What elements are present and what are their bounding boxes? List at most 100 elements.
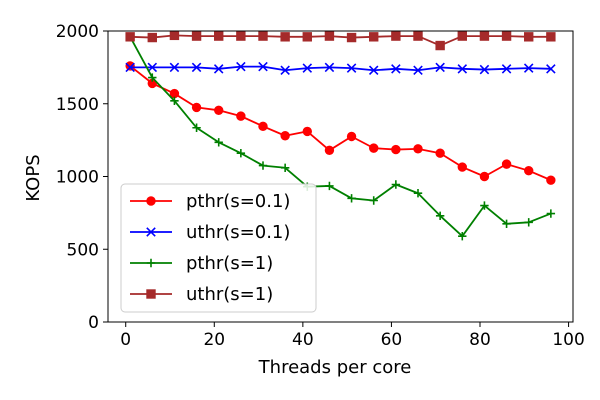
y-tick-label: 1500 — [56, 95, 99, 115]
data-point — [546, 175, 556, 185]
data-point — [501, 31, 512, 41]
data-point — [369, 32, 379, 42]
data-point — [214, 138, 223, 147]
data-point — [169, 30, 180, 41]
x-tick-label: 100 — [552, 330, 584, 350]
data-point — [346, 131, 357, 142]
data-point — [368, 65, 379, 76]
x-tick-label: 0 — [120, 330, 131, 350]
data-point — [435, 62, 445, 73]
y-tick-label: 0 — [88, 313, 99, 333]
data-point — [391, 31, 401, 41]
data-point — [236, 149, 246, 158]
data-point — [214, 105, 224, 115]
data-point — [280, 65, 290, 76]
legend-box — [120, 183, 317, 313]
legend-marker — [146, 196, 156, 206]
data-point — [125, 61, 135, 71]
legend-item: pthr(s=1) — [130, 253, 273, 274]
data-point — [346, 63, 357, 73]
data-point — [413, 189, 423, 198]
series-line — [129, 36, 552, 238]
y-tick-label: 2000 — [56, 22, 99, 42]
data-point — [258, 31, 268, 41]
data-point — [457, 31, 467, 41]
legend-label: pthr(s=1) — [186, 253, 273, 274]
data-point — [524, 218, 533, 227]
data-point — [325, 181, 334, 191]
data-point — [258, 121, 268, 132]
x-tick-label: 20 — [203, 330, 225, 350]
series-0 — [125, 61, 556, 185]
data-point — [302, 63, 313, 73]
data-point — [280, 32, 290, 42]
data-point — [413, 31, 423, 41]
data-point — [324, 62, 335, 73]
data-point — [147, 62, 158, 73]
data-point — [435, 40, 445, 51]
data-point — [524, 32, 534, 42]
data-point — [191, 31, 202, 41]
x-axis-label: Threads per core — [258, 357, 412, 378]
data-point — [258, 61, 268, 72]
data-point — [479, 64, 490, 75]
data-point — [346, 32, 357, 43]
data-point — [192, 123, 201, 132]
legend-item: uthr(s=1) — [130, 284, 273, 305]
legend-marker — [146, 289, 156, 299]
data-point — [148, 73, 157, 82]
data-point — [413, 65, 423, 76]
data-point — [435, 148, 445, 158]
data-point — [125, 62, 135, 73]
y-tick-label: 1000 — [56, 168, 99, 188]
series-1 — [125, 61, 556, 76]
data-point — [546, 32, 556, 42]
series-line — [130, 65, 551, 72]
data-point — [302, 32, 312, 42]
data-point — [280, 131, 290, 141]
data-point — [213, 64, 224, 74]
x-tick-label: 80 — [469, 330, 491, 350]
data-point — [324, 31, 335, 41]
data-point — [501, 159, 512, 169]
data-point — [369, 143, 379, 153]
data-point — [236, 61, 246, 72]
data-point — [258, 161, 268, 170]
data-point — [479, 171, 490, 182]
legend-label: uthr(s=0.1) — [186, 222, 290, 243]
data-point — [524, 165, 534, 176]
data-point — [546, 64, 556, 74]
series-3 — [125, 30, 556, 51]
legend-label: pthr(s=0.1) — [186, 191, 290, 212]
data-point — [347, 194, 356, 203]
data-point — [435, 211, 445, 220]
data-point — [147, 32, 157, 43]
legend: pthr(s=0.1) uthr(s=0.1) pthr(s=1) uthr(s=1) — [120, 183, 317, 313]
y-axis-label: KOPS — [23, 154, 44, 201]
legend-label: uthr(s=1) — [186, 284, 273, 305]
data-point — [457, 162, 467, 172]
data-point — [501, 64, 512, 74]
data-point — [391, 64, 401, 74]
data-point — [391, 180, 401, 189]
data-point — [324, 145, 335, 156]
legend-marker — [146, 258, 156, 268]
legend-marker — [146, 227, 156, 237]
data-point — [546, 209, 556, 218]
y-tick-label: 500 — [67, 240, 99, 260]
data-point — [236, 111, 246, 121]
legend-item: uthr(s=0.1) — [130, 222, 290, 243]
data-point — [458, 231, 467, 241]
data-point — [191, 62, 202, 73]
data-point — [502, 219, 511, 228]
legend-item: pthr(s=0.1) — [130, 191, 290, 212]
data-point — [125, 32, 135, 42]
data-point — [280, 163, 290, 172]
data-point — [191, 102, 202, 113]
data-point — [369, 196, 378, 205]
data-point — [170, 96, 179, 106]
x-tick-label: 40 — [292, 330, 314, 350]
